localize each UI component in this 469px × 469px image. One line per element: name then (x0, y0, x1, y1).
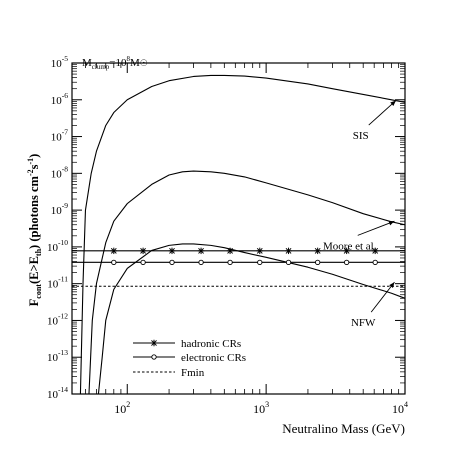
y-tick-label: 10-13 (47, 348, 68, 364)
marker-hadronic-crs (226, 247, 234, 255)
label-arrow-moore-et-al (357, 220, 395, 236)
marker-hadronic-crs (110, 247, 118, 255)
arrowhead-nfw (389, 282, 395, 288)
marker-electronic-crs (227, 259, 233, 265)
y-tick-label: 10-10 (47, 238, 68, 254)
y-tick-label: 10-7 (51, 128, 68, 144)
y-tick-label: 10-8 (51, 164, 68, 180)
series-moore-et-al (88, 170, 406, 395)
marker-electronic-crs (140, 259, 146, 265)
y-tick-label: 10-9 (51, 201, 68, 217)
legend-label-hadronic-crs: hadronic CRs (181, 338, 241, 350)
x-tick-label: 103 (253, 400, 269, 416)
marker-electronic-crs (257, 259, 263, 265)
y-tick-label: 10-11 (47, 275, 68, 291)
marker-electronic-crs (372, 259, 378, 265)
marker-electronic-crs (285, 259, 292, 265)
legend-marker-hadronic-crs (150, 339, 158, 347)
label-arrow-sis (368, 100, 397, 126)
y-tick-label: 10-14 (47, 385, 68, 401)
marker-hadronic-crs (256, 247, 263, 255)
legend-label-fmin: Fmin (181, 367, 205, 379)
legend-label-electronic-crs: electronic CRs (181, 352, 246, 364)
marker-electronic-crs (198, 259, 204, 265)
series-nfw (97, 243, 406, 395)
y-tick-label: 10-12 (47, 311, 68, 327)
marker-hadronic-crs (168, 247, 176, 255)
marker-hadronic-crs (343, 247, 350, 255)
marker-electronic-crs (169, 259, 175, 265)
y-axis-label: Fcont(E>Eth) (photons cm-2s-1) (26, 154, 43, 307)
curve-label-moore-et-al: Moore et al. (323, 240, 377, 252)
marker-electronic-crs (315, 259, 321, 265)
series-sis (79, 74, 406, 395)
y-tick-label: 10-5 (51, 54, 68, 70)
curve-label-nfw: NFW (351, 317, 376, 329)
curve-label-sis: SIS (353, 130, 369, 142)
legend-marker-electronic-crs (151, 354, 157, 360)
plot-frame (71, 62, 406, 395)
label-arrow-nfw (370, 281, 395, 313)
x-axis-label: Neutralino Mass (GeV) (282, 421, 405, 436)
y-tick-label: 10-6 (51, 91, 68, 107)
arrowhead-moore-et-al (388, 220, 395, 226)
marker-electronic-crs (343, 259, 350, 265)
arrowhead-sis (390, 100, 396, 107)
x-tick-label: 104 (392, 400, 408, 416)
x-tick-label: 102 (114, 400, 130, 416)
marker-hadronic-crs (285, 247, 292, 255)
marker-electronic-crs (111, 259, 117, 265)
marker-hadronic-crs (314, 247, 321, 255)
marker-hadronic-crs (197, 247, 205, 255)
marker-hadronic-crs (371, 247, 379, 255)
marker-hadronic-crs (139, 247, 147, 255)
